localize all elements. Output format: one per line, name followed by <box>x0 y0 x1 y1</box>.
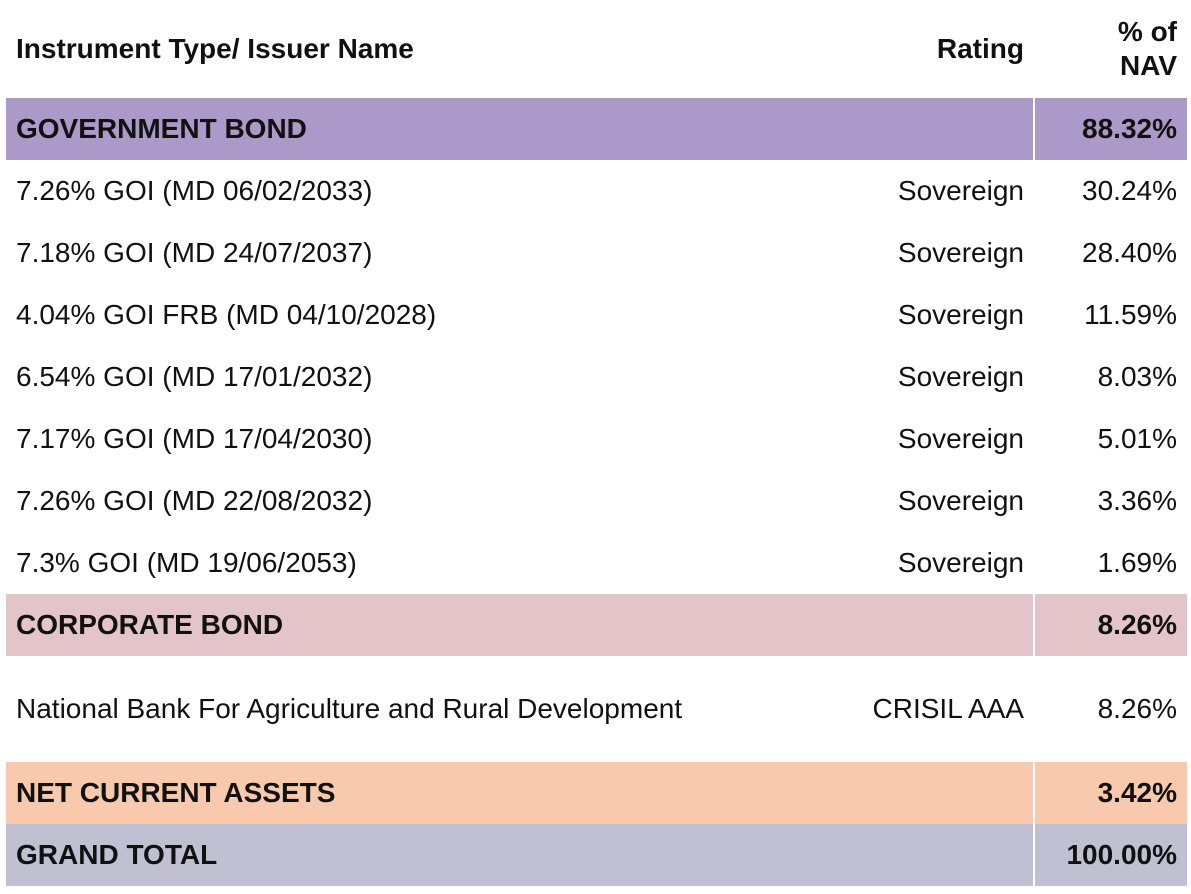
nav-pct-value: 11.59% <box>1084 299 1177 330</box>
nav-pct-value: 1.69% <box>1097 547 1177 578</box>
table-row: National Bank For Agriculture and Rural … <box>6 656 1187 762</box>
issuer-name: National Bank For Agriculture and Rural … <box>16 693 683 724</box>
table-header-row: Instrument Type/ Issuer Name Rating % of… <box>6 0 1187 98</box>
rating-value: Sovereign <box>897 299 1024 330</box>
table-row: 7.18% GOI (MD 24/07/2037) Sovereign 28.4… <box>6 222 1187 284</box>
table-row: 7.26% GOI (MD 06/02/2033) Sovereign 30.2… <box>6 160 1187 222</box>
table-row: 7.26% GOI (MD 22/08/2032) Sovereign 3.36… <box>6 470 1187 532</box>
portfolio-holdings-table: Instrument Type/ Issuer Name Rating % of… <box>6 0 1187 886</box>
issuer-name: 7.26% GOI (MD 06/02/2033) <box>16 175 373 206</box>
section-pct: 88.32% <box>1033 98 1187 160</box>
issuer-name: 7.26% GOI (MD 22/08/2032) <box>16 485 373 516</box>
nav-header-line2: NAV <box>1119 50 1177 81</box>
section-label: GOVERNMENT BOND <box>6 98 1035 160</box>
nav-pct-value: 8.03% <box>1097 361 1177 392</box>
table-row: 4.04% GOI FRB (MD 04/10/2028) Sovereign … <box>6 284 1187 346</box>
rating-value: Sovereign <box>897 547 1024 578</box>
section-pct: 100.00% <box>1033 824 1187 886</box>
nav-pct-value: 5.01% <box>1097 423 1177 454</box>
rating-value: Sovereign <box>897 237 1024 268</box>
nav-pct-value: 30.24% <box>1082 175 1177 206</box>
issuer-name: 7.17% GOI (MD 17/04/2030) <box>16 423 373 454</box>
section-row-corporate-bond: CORPORATE BOND 8.26% <box>6 594 1187 656</box>
rating-value: Sovereign <box>897 361 1024 392</box>
nav-pct-value: 28.40% <box>1082 237 1177 268</box>
rating-value: Sovereign <box>897 175 1024 206</box>
rating-column-header: Rating <box>936 33 1024 64</box>
issuer-name: 7.3% GOI (MD 19/06/2053) <box>16 547 357 578</box>
section-label: GRAND TOTAL <box>6 824 1035 886</box>
section-row-grand-total: GRAND TOTAL 100.00% <box>6 824 1187 886</box>
section-row-government-bond: GOVERNMENT BOND 88.32% <box>6 98 1187 160</box>
issuer-name: 4.04% GOI FRB (MD 04/10/2028) <box>16 299 437 330</box>
table-row: 7.17% GOI (MD 17/04/2030) Sovereign 5.01… <box>6 408 1187 470</box>
rating-value: Sovereign <box>897 485 1024 516</box>
instrument-column-header: Instrument Type/ Issuer Name <box>16 33 414 64</box>
nav-pct-value: 8.26% <box>1097 693 1177 724</box>
table-row: 7.3% GOI (MD 19/06/2053) Sovereign 1.69% <box>6 532 1187 594</box>
section-label: NET CURRENT ASSETS <box>6 762 1035 824</box>
section-pct: 3.42% <box>1033 762 1187 824</box>
section-label: CORPORATE BOND <box>6 594 1035 656</box>
nav-header-line1: % of <box>1117 16 1177 47</box>
rating-value: Sovereign <box>897 423 1024 454</box>
nav-column-header: % of NAV <box>1034 0 1187 98</box>
issuer-name: 6.54% GOI (MD 17/01/2032) <box>16 361 373 392</box>
table-row: 6.54% GOI (MD 17/01/2032) Sovereign 8.03… <box>6 346 1187 408</box>
section-row-net-current-assets: NET CURRENT ASSETS 3.42% <box>6 762 1187 824</box>
rating-value: CRISIL AAA <box>872 693 1024 724</box>
section-pct: 8.26% <box>1033 594 1187 656</box>
nav-pct-value: 3.36% <box>1097 485 1177 516</box>
issuer-name: 7.18% GOI (MD 24/07/2037) <box>16 237 373 268</box>
